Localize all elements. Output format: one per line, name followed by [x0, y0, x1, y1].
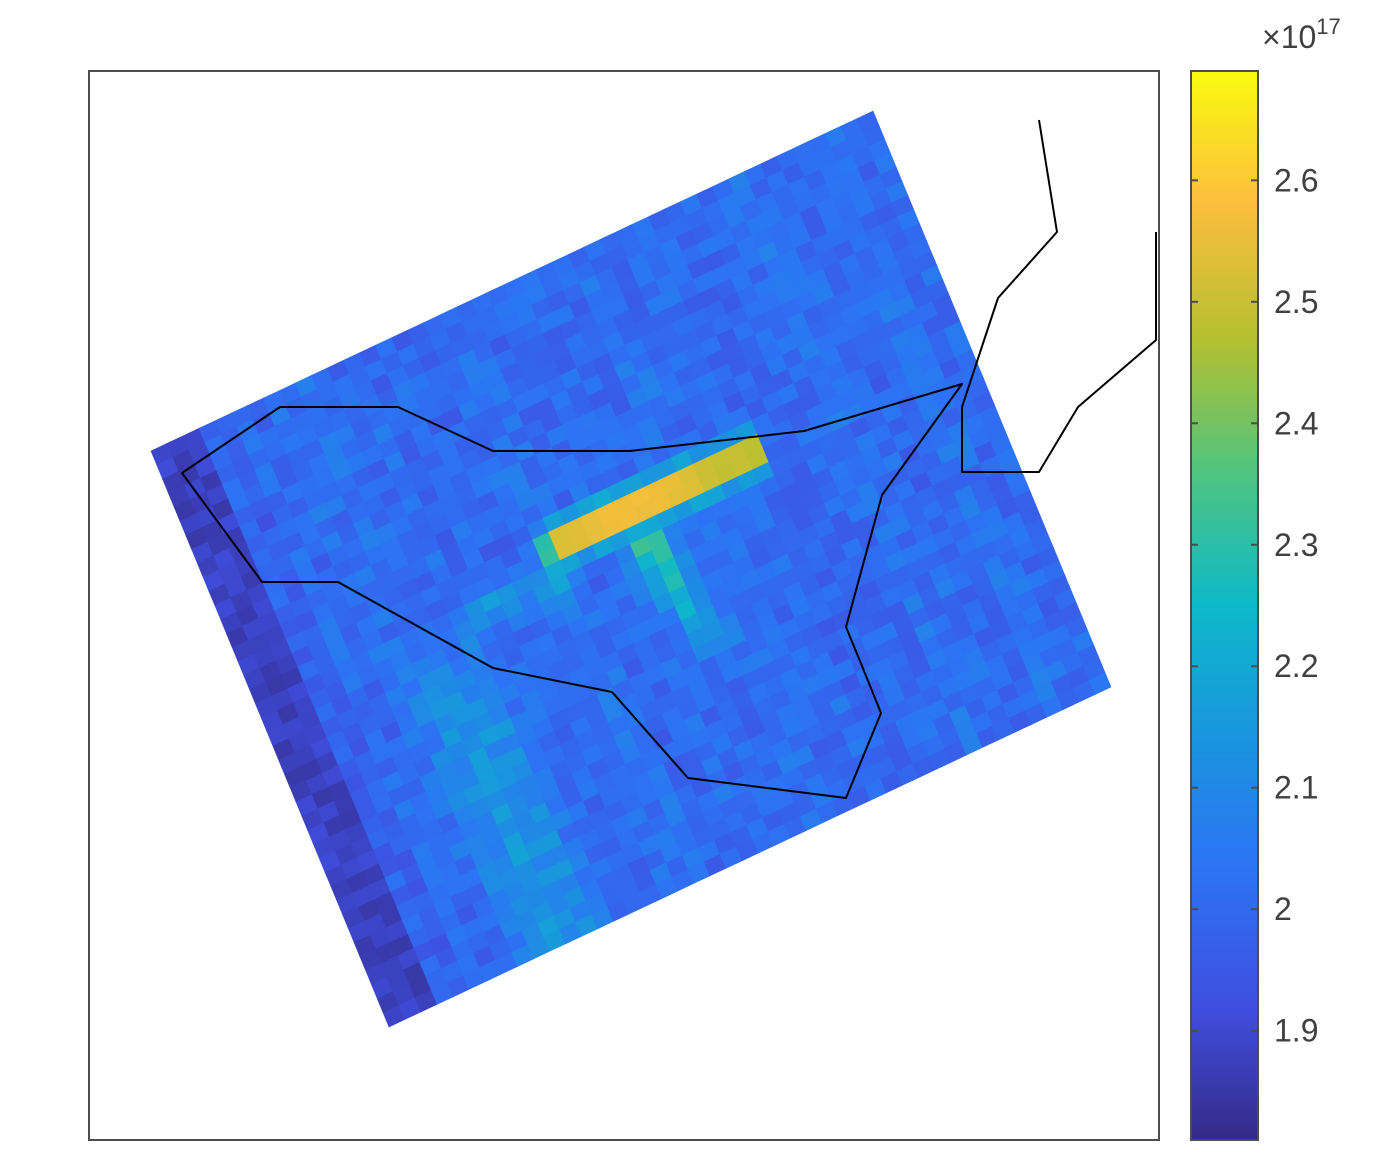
colorbar-ticks: 1.9 2 2.1 2.2 2.3 2.4 2.5 2.6: [1191, 162, 1318, 1049]
colorbar-gradient: [1190, 70, 1259, 1141]
colorbar-tick-label: 2: [1274, 891, 1292, 927]
heatmap-cells: [150, 110, 1112, 1028]
colorbar-tick-label: 2.3: [1274, 527, 1318, 563]
colorbar: 1.9 2 2.1 2.2 2.3 2.4 2.5 2.6 ×1017: [1190, 14, 1341, 1141]
colorbar-multiplier: ×1017: [1262, 14, 1341, 55]
colorbar-tick-label: 2.6: [1274, 162, 1318, 198]
colorbar-multiplier-base: ×10: [1262, 19, 1316, 55]
colorbar-tick-label: 1.9: [1274, 1013, 1318, 1049]
map-axes: [88, 70, 1160, 1141]
colorbar-multiplier-exponent: 17: [1316, 14, 1340, 39]
colorbar-tick-label: 2.4: [1274, 405, 1318, 441]
colorbar-tick-label: 2.1: [1274, 770, 1318, 806]
colorbar-tick-label: 2.5: [1274, 284, 1318, 320]
coastline: [961, 119, 1157, 473]
region-outline: [181, 383, 963, 799]
colorbar-tick-label: 2.2: [1274, 648, 1318, 684]
heatmap-cell: [1088, 672, 1112, 696]
